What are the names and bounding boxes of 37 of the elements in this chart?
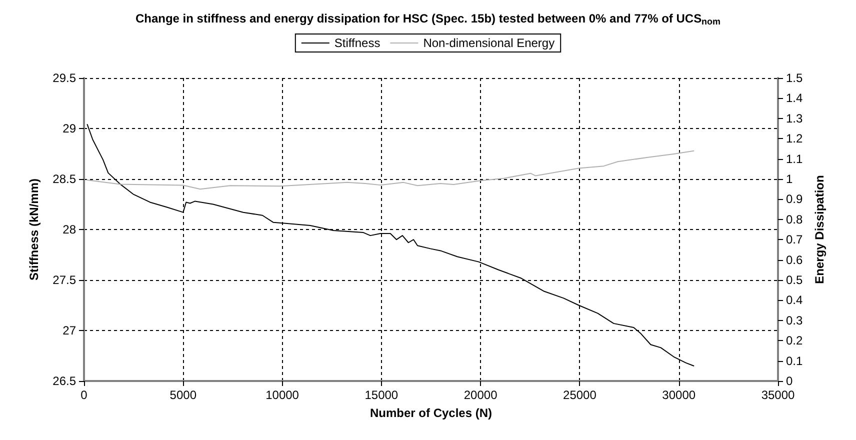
x-axis-title: Number of Cycles (N) (370, 406, 492, 420)
y-tick-label: 28 (62, 222, 76, 236)
y2-tick-label: 1.3 (786, 111, 804, 126)
y-tick-label: 29 (62, 122, 76, 136)
y2-tick-label: 1 (786, 172, 793, 186)
y2-tick-label: 0.6 (786, 252, 804, 267)
y-tick-label: 26.5 (52, 374, 76, 388)
y-tick-label: 28.5 (52, 172, 76, 186)
y2-tick-label: 0.3 (786, 313, 804, 328)
legend-label: Stiffness (334, 36, 380, 50)
y2-tick-label: 0.9 (786, 192, 804, 206)
x-tick-label: 25000 (563, 388, 597, 402)
y2-tick-label: 0.8 (786, 212, 804, 226)
y2-tick-label: 0.2 (786, 334, 804, 348)
y2-tick-label: 0.1 (786, 354, 804, 368)
y2-tick-label: 0.4 (786, 293, 804, 308)
y-axis-title: Stiffness (kN/mm) (27, 178, 41, 281)
x-tick-label: 15000 (364, 388, 398, 402)
x-tick-label: 5000 (170, 388, 197, 402)
x-tick-label: 0 (80, 388, 88, 402)
y-tick-label: 29.5 (52, 71, 76, 85)
legend-label: Non-dimensional Energy (423, 36, 555, 50)
y2-tick-label: 0 (786, 374, 793, 388)
y2-tick-label: 1.4 (786, 91, 804, 106)
x-tick-label: 30000 (662, 388, 696, 402)
x-tick-label: 10000 (266, 388, 300, 402)
y2-axis-title: Energy Dissipation (812, 175, 827, 284)
y2-tick-label: 1.1 (786, 152, 804, 166)
y-tick-label: 27.5 (52, 273, 76, 287)
y2-tick-label: 1.5 (786, 71, 804, 85)
line-series (86, 150, 694, 190)
y2-tick-label: 1.2 (786, 132, 804, 146)
x-tick-label: 35000 (761, 388, 796, 402)
y2-tick-label: 0.7 (786, 232, 804, 247)
y2-tick-label: 0.5 (786, 273, 804, 287)
x-tick-label: 20000 (464, 388, 498, 402)
y-tick-label: 27 (62, 324, 76, 338)
